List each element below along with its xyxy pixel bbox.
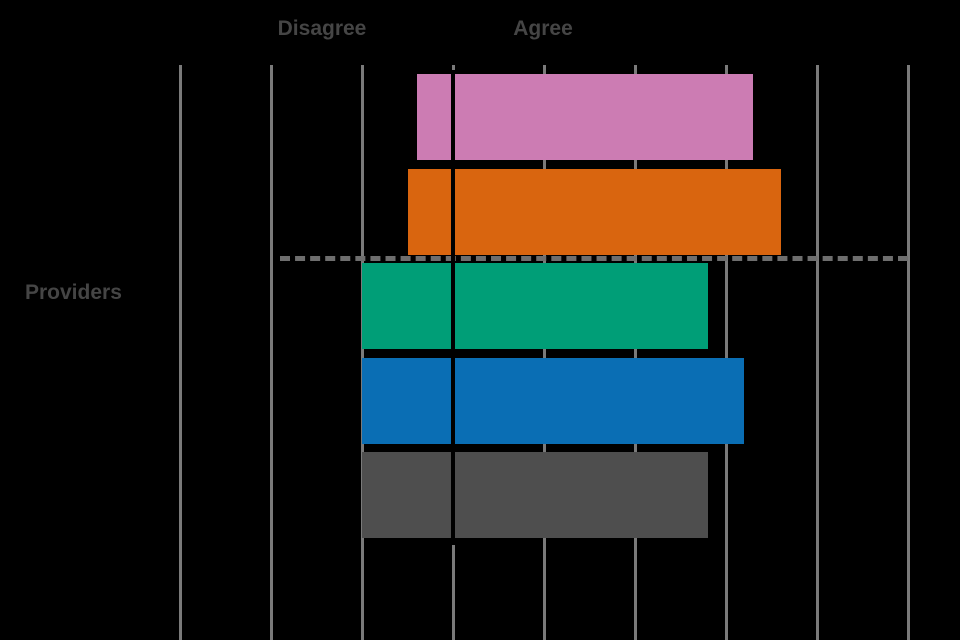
separator-dashed-line bbox=[280, 256, 908, 261]
bar-row-3-green bbox=[362, 263, 708, 349]
bar-row-5-gray bbox=[362, 452, 708, 538]
zero-axis-line bbox=[451, 70, 455, 545]
gridline bbox=[542, 65, 546, 640]
bar-row-2-orange bbox=[407, 169, 781, 255]
gridline bbox=[269, 65, 273, 640]
gridline bbox=[633, 65, 637, 640]
category-label-providers: Providers bbox=[25, 281, 122, 304]
axis-label-agree: Agree bbox=[513, 17, 573, 40]
bar-row-1-pink bbox=[416, 74, 754, 160]
bar-row-4-blue bbox=[362, 358, 745, 444]
gridline bbox=[360, 65, 364, 640]
gridline bbox=[906, 65, 910, 640]
axis-label-disagree: Disagree bbox=[277, 17, 367, 40]
gridline bbox=[178, 65, 182, 640]
gridline bbox=[815, 65, 819, 640]
gridline bbox=[724, 65, 728, 640]
